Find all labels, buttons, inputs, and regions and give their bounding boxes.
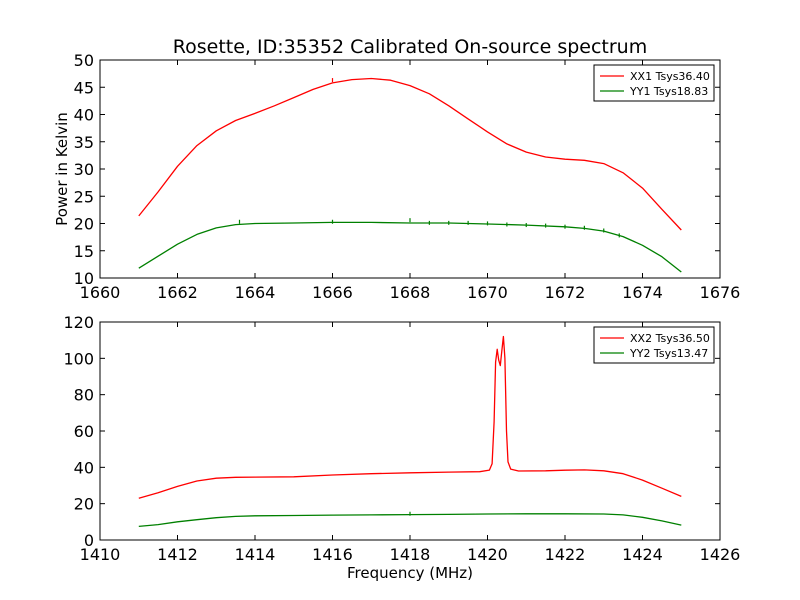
legend-label-top-1: YY1 Tsys18.83 — [629, 85, 708, 98]
y-tick-label-top-2: 20 — [74, 215, 94, 234]
legend-bottom: XX2 Tsys36.50 YY2 Tsys13.47 — [593, 326, 715, 364]
y-tick-label-bottom-5: 100 — [63, 349, 94, 368]
legend-box-top — [593, 64, 715, 102]
x-tick-label-top-0: 1660 — [80, 283, 121, 302]
x-tick-label-bottom-3: 1416 — [312, 545, 353, 564]
legend-box-bottom — [593, 326, 715, 364]
x-tick-label-top-3: 1666 — [312, 283, 353, 302]
panel-bottom: 1410 1412 1414 1416 1418 1420 1422 1424 1426 0 20 4… — [63, 313, 740, 582]
y-tick-label-bottom-6: 120 — [63, 313, 94, 332]
x-tick-label-top-1: 1662 — [157, 283, 198, 302]
y-tick-label-bottom-1: 20 — [74, 495, 94, 514]
legend-label-bottom-0: XX2 Tsys36.50 — [630, 332, 710, 345]
y-tick-label-bottom-0: 0 — [84, 531, 94, 550]
y-tick-label-bottom-4: 80 — [74, 386, 94, 405]
x-tick-label-bottom-6: 1422 — [545, 545, 586, 564]
series-line-bottom-0 — [138, 335, 682, 499]
x-tick-label-bottom-4: 1418 — [390, 545, 431, 564]
x-tick-label-bottom-8: 1426 — [700, 545, 741, 564]
y-tick-label-bottom-3: 60 — [74, 422, 94, 441]
x-tick-label-top-6: 1672 — [545, 283, 586, 302]
y-tick-label-top-4: 30 — [74, 160, 94, 179]
x-tick-label-bottom-2: 1414 — [235, 545, 276, 564]
y-tick-label-top-7: 45 — [74, 78, 94, 97]
y-tick-label-top-6: 40 — [74, 106, 94, 125]
x-tick-label-bottom-1: 1412 — [157, 545, 198, 564]
series-line-bottom-1 — [138, 513, 682, 528]
x-axis-label-bottom: Frequency (MHz) — [347, 564, 473, 582]
series-line-top-1 — [138, 221, 682, 273]
x-tick-label-top-7: 1674 — [622, 283, 663, 302]
y-tick-label-top-1: 15 — [74, 242, 94, 261]
y-axis-label-top: Power in Kelvin — [53, 112, 71, 226]
x-tick-label-bottom-5: 1420 — [467, 545, 508, 564]
panel-top: 1660 1662 1664 1666 1668 1670 1672 1674 1676 10 15… — [53, 51, 740, 302]
chart-title: Rosette, ID:35352 Calibrated On-source s… — [173, 36, 647, 58]
legend-top: XX1 Tsys36.40 YY1 Tsys18.83 — [593, 64, 715, 102]
x-tick-label-bottom-0: 1410 — [80, 545, 121, 564]
x-tick-label-top-5: 1670 — [467, 283, 508, 302]
y-tick-label-top-5: 35 — [74, 133, 94, 152]
y-tick-label-bottom-2: 40 — [74, 458, 94, 477]
x-tick-label-top-4: 1668 — [390, 283, 431, 302]
legend-label-top-0: XX1 Tsys36.40 — [630, 70, 710, 83]
legend-label-bottom-1: YY2 Tsys13.47 — [629, 347, 708, 360]
y-tick-label-top-8: 50 — [74, 51, 94, 70]
y-tick-label-top-3: 25 — [74, 187, 94, 206]
y-tick-label-top-0: 10 — [74, 269, 94, 288]
x-tick-label-bottom-7: 1424 — [622, 545, 663, 564]
series-line-top-0 — [138, 77, 682, 231]
x-tick-label-top-2: 1664 — [235, 283, 276, 302]
x-tick-label-top-8: 1676 — [700, 283, 741, 302]
